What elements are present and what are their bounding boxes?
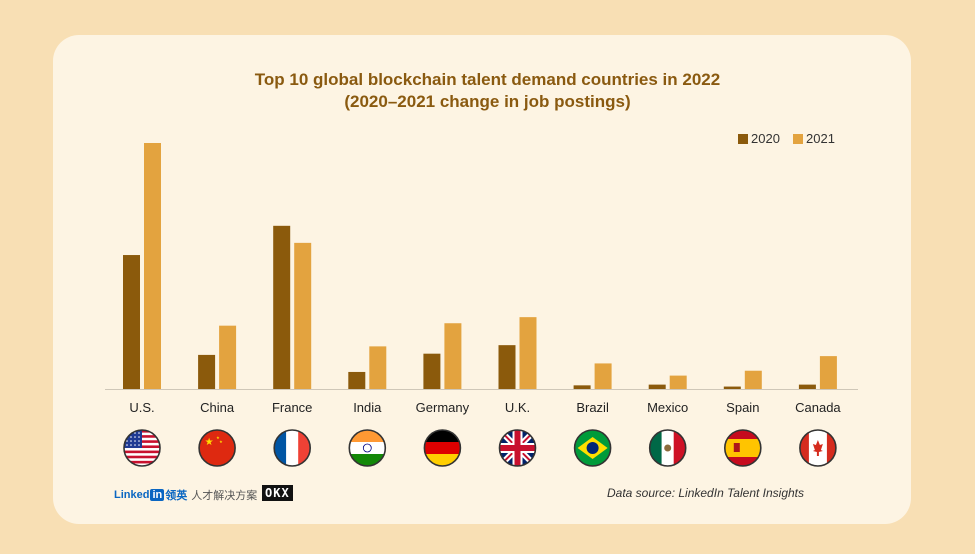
bar-2021-brazil: [594, 363, 612, 389]
x-tick-label: U.K.: [505, 400, 530, 415]
legend-swatch-2020: [738, 133, 748, 144]
uk-flag-icon: [498, 429, 537, 467]
x-tick-label: U.S.: [129, 400, 154, 415]
bar-2020-france: [273, 225, 291, 389]
bar-2021-us: [144, 143, 161, 389]
legend-label-2020: 2020: [751, 131, 780, 146]
bar-2020-india: [348, 371, 366, 389]
spain-flag-icon: [723, 429, 762, 467]
bar-2020-china: [198, 354, 216, 389]
bar-2021-germany: [444, 323, 462, 389]
okx-logo: OKX: [262, 485, 293, 501]
bar-2021-france: [294, 242, 312, 389]
legend-label-2021: 2021: [806, 131, 835, 146]
x-tick-label: China: [200, 400, 235, 415]
chart-title: Top 10 global blockchain talent demand c…: [254, 70, 721, 89]
france-flag-icon: [273, 429, 312, 467]
svg-text:★: ★: [219, 439, 223, 444]
china-flag-icon: ★ ★★: [198, 429, 236, 467]
bar-2020-uk: [498, 345, 516, 389]
bar-2020-us: [123, 255, 140, 389]
x-tick-label: Germany: [416, 400, 470, 415]
linkedin-logo-text: Linked: [114, 489, 150, 501]
linkedin-logo-cn: 领英: [165, 490, 188, 502]
svg-text:★: ★: [216, 435, 220, 440]
mexico-flag-icon: [648, 429, 687, 467]
bar-2020-mexico: [648, 384, 666, 389]
chart-subtitle: (2020–2021 change in job postings): [344, 92, 631, 111]
bar-2020-spain: [723, 386, 741, 389]
linkedin-tagline: 人才解决方案: [191, 490, 258, 502]
bar-2021-india: [369, 346, 387, 389]
bar-2021-mexico: [669, 375, 687, 389]
bar-2021-uk: [519, 317, 537, 389]
x-tick-label: Spain: [726, 400, 759, 415]
bar-2021-canada: [819, 356, 837, 389]
canada-flag-icon: [799, 429, 837, 467]
bar-2021-spain: [744, 370, 762, 389]
bar-2020-canada: [798, 384, 816, 389]
x-tick-label: Mexico: [647, 400, 688, 415]
x-tick-label: Canada: [795, 400, 841, 415]
legend-item-2021: 2021: [793, 131, 835, 146]
x-tick-label: India: [353, 400, 382, 415]
germany-flag-icon: [423, 429, 462, 467]
bars-layer: [123, 143, 837, 389]
x-tick-label: France: [272, 400, 312, 415]
chart-card: [53, 35, 911, 524]
legend-item-2020: 2020: [738, 131, 780, 146]
linkedin-logo-in: in: [150, 489, 165, 501]
us-flag-icon: [123, 429, 161, 467]
legend-swatch-2021: [793, 133, 803, 144]
india-flag-icon: [348, 429, 387, 467]
x-tick-labels: U.S. China France India Germany U.K. Brazil Mex…: [129, 400, 841, 415]
bar-2021-china: [219, 325, 237, 389]
linkedin-logo: Linked in 领英 人才解决方案: [114, 487, 257, 503]
flag-row: ★ ★★: [123, 429, 837, 467]
brazil-flag-icon: [573, 429, 612, 467]
x-tick-label: Brazil: [576, 400, 609, 415]
bar-2020-germany: [423, 353, 441, 389]
svg-text:★: ★: [205, 437, 214, 448]
bar-2020-brazil: [573, 385, 591, 389]
data-source: Data source: LinkedIn Talent Insights: [607, 486, 805, 500]
